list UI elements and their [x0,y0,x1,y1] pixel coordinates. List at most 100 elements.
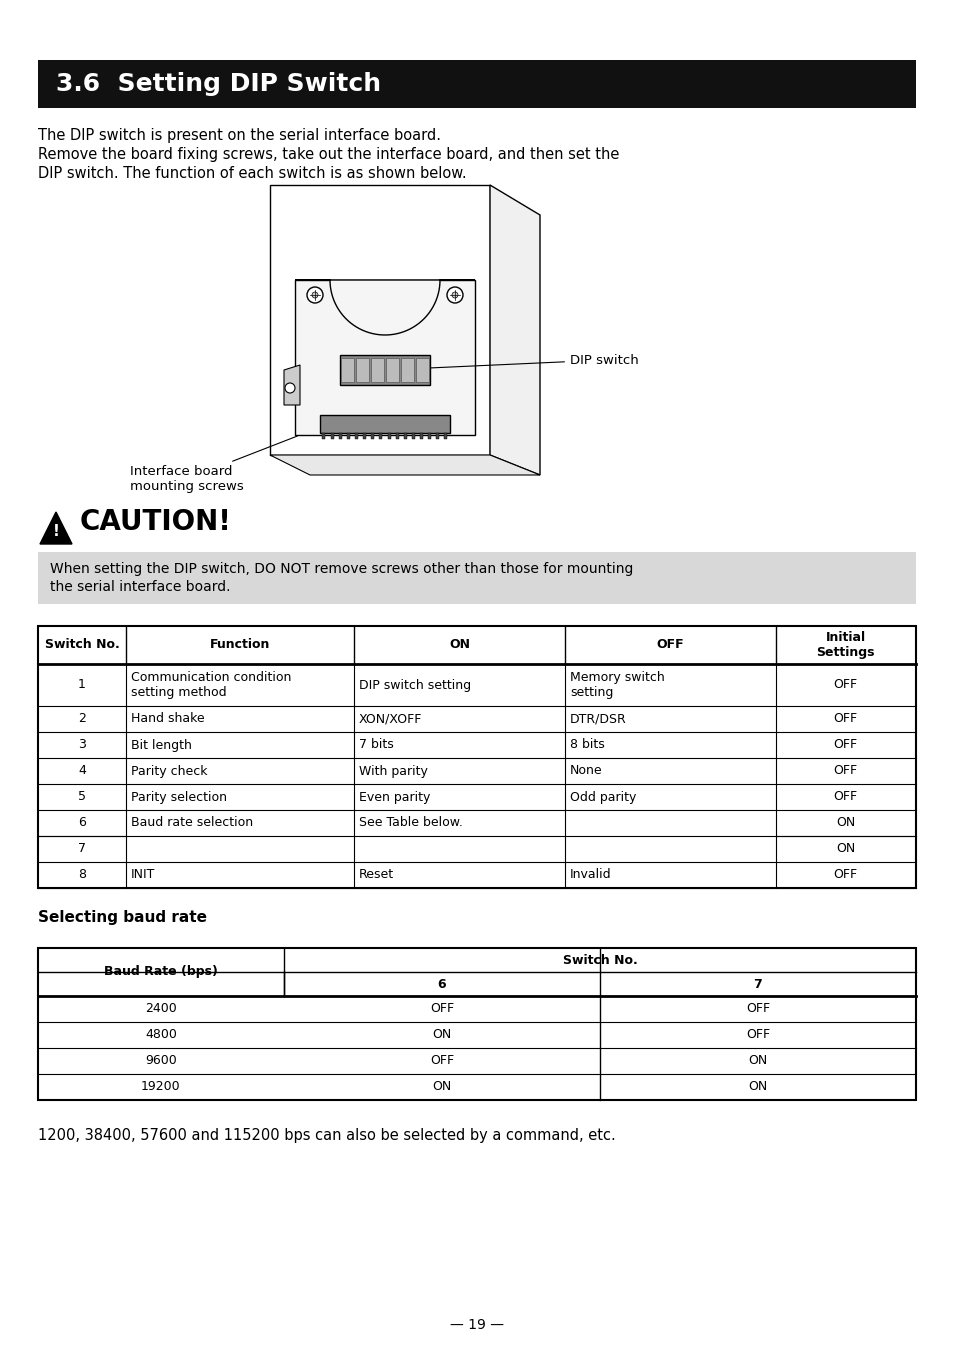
Text: Switch No.: Switch No. [562,953,637,967]
Text: OFF: OFF [833,764,857,777]
Text: ON: ON [747,1080,767,1094]
Text: OFF: OFF [430,1002,454,1015]
Text: Reset: Reset [358,868,394,882]
Text: The DIP switch is present on the serial interface board.: The DIP switch is present on the serial … [38,128,440,143]
Text: OFF: OFF [430,1055,454,1068]
Text: the serial interface board.: the serial interface board. [50,580,231,594]
Text: ON: ON [835,842,855,856]
Text: DIP switch. The function of each switch is as shown below.: DIP switch. The function of each switch … [38,166,466,181]
Text: 1: 1 [78,679,86,691]
Circle shape [312,292,317,297]
Bar [355,358,369,383]
Bar [363,433,366,439]
Text: Interface board
mounting screws: Interface board mounting screws [130,435,297,493]
Polygon shape [294,280,475,335]
Text: With parity: With parity [358,764,428,777]
Text: Parity check: Parity check [131,764,207,777]
Polygon shape [270,456,539,475]
Bar [379,433,382,439]
Text: Parity selection: Parity selection [131,791,227,803]
Polygon shape [40,512,71,544]
Bar [416,358,429,383]
Text: 7 bits: 7 bits [358,738,394,752]
Bar [436,433,439,439]
Polygon shape [284,365,299,406]
Text: 2400: 2400 [145,1002,176,1015]
Text: 1200, 38400, 57600 and 115200 bps can also be selected by a command, etc.: 1200, 38400, 57600 and 115200 bps can al… [38,1128,615,1142]
Text: 8: 8 [78,868,86,882]
Text: None: None [569,764,601,777]
Text: 6: 6 [78,817,86,830]
Circle shape [307,287,323,303]
Text: Invalid: Invalid [569,868,611,882]
Text: 4: 4 [78,764,86,777]
Text: Baud Rate (bps): Baud Rate (bps) [104,965,217,979]
Text: 3.6  Setting DIP Switch: 3.6 Setting DIP Switch [56,72,381,96]
Text: OFF: OFF [833,868,857,882]
Text: 4800: 4800 [145,1029,176,1041]
Text: Odd parity: Odd parity [569,791,636,803]
Text: OFF: OFF [745,1029,769,1041]
Bar [322,433,325,439]
Bar [444,433,447,439]
Text: DIP switch setting: DIP switch setting [358,679,471,691]
Circle shape [447,287,462,303]
Polygon shape [294,280,475,435]
Polygon shape [270,185,490,456]
Bar [331,433,334,439]
Text: ON: ON [835,817,855,830]
Text: Function: Function [210,638,270,652]
Text: ON: ON [747,1055,767,1068]
Text: 6: 6 [437,977,446,991]
Text: Initial
Settings: Initial Settings [816,631,874,658]
Bar [339,356,430,385]
Text: OFF: OFF [833,791,857,803]
Text: Hand shake: Hand shake [131,713,204,726]
Text: OFF: OFF [833,738,857,752]
Bar [38,948,915,1101]
Text: Memory switch
setting: Memory switch setting [569,671,664,699]
Bar [428,433,431,439]
Text: 19200: 19200 [141,1080,180,1094]
Text: 9600: 9600 [145,1055,176,1068]
Bar [340,358,354,383]
Bar [400,358,414,383]
Text: ON: ON [432,1029,451,1041]
Bar [355,433,357,439]
Bar [386,358,398,383]
Text: 5: 5 [78,791,86,803]
Text: 2: 2 [78,713,86,726]
Bar [371,433,374,439]
Bar [371,358,384,383]
Bar [38,59,915,108]
Bar [403,433,406,439]
Bar [419,433,423,439]
Circle shape [285,383,294,393]
Text: OFF: OFF [833,713,857,726]
Bar [395,433,398,439]
Text: XON/XOFF: XON/XOFF [358,713,422,726]
Text: Baud rate selection: Baud rate selection [131,817,253,830]
Text: Even parity: Even parity [358,791,430,803]
Text: 7: 7 [753,977,761,991]
Text: DIP switch: DIP switch [387,353,639,370]
Text: Selecting baud rate: Selecting baud rate [38,910,207,925]
Text: Communication condition
setting method: Communication condition setting method [131,671,291,699]
Bar [338,433,341,439]
Bar [319,415,450,433]
Bar [38,552,915,604]
Circle shape [452,292,457,297]
Text: OFF: OFF [833,679,857,691]
Polygon shape [490,185,539,475]
Text: When setting the DIP switch, DO NOT remove screws other than those for mounting: When setting the DIP switch, DO NOT remo… [50,562,633,576]
Bar [387,433,390,439]
Text: See Table below.: See Table below. [358,817,462,830]
Text: ON: ON [432,1080,451,1094]
Bar [38,626,915,888]
Text: DTR/DSR: DTR/DSR [569,713,626,726]
Text: 8 bits: 8 bits [569,738,604,752]
Text: Remove the board fixing screws, take out the interface board, and then set the: Remove the board fixing screws, take out… [38,147,618,162]
Text: 7: 7 [78,842,86,856]
Text: — 19 —: — 19 — [450,1318,503,1332]
Text: CAUTION!: CAUTION! [80,508,232,535]
